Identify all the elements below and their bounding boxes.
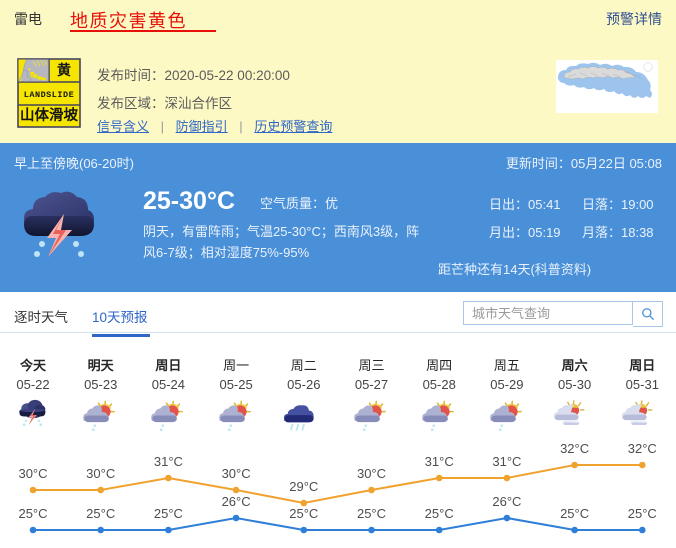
- svg-text:LANDSLIDE: LANDSLIDE: [24, 90, 74, 100]
- svg-text:山体滑坡: 山体滑坡: [20, 106, 78, 124]
- svg-text:黄: 黄: [57, 62, 71, 78]
